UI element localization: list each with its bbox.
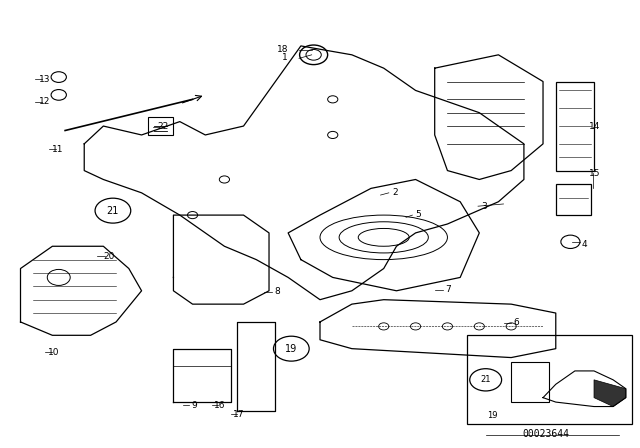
- Text: 10: 10: [48, 348, 60, 357]
- Text: 5: 5: [415, 210, 421, 219]
- Text: 22: 22: [157, 122, 169, 131]
- Text: 14: 14: [589, 122, 600, 131]
- Text: 6: 6: [513, 319, 519, 327]
- Text: 1: 1: [282, 53, 288, 62]
- Bar: [467, 335, 632, 424]
- Bar: [556, 82, 594, 171]
- Text: 11: 11: [52, 145, 64, 154]
- Text: 13: 13: [39, 75, 51, 84]
- Text: 21: 21: [107, 206, 119, 215]
- Text: 2: 2: [392, 188, 397, 197]
- Text: 3: 3: [481, 202, 487, 211]
- Text: 21: 21: [481, 375, 491, 384]
- Text: 15: 15: [589, 169, 600, 178]
- Text: 20: 20: [104, 252, 115, 261]
- Text: 19: 19: [285, 344, 298, 353]
- Text: 17: 17: [234, 409, 245, 418]
- Text: 9: 9: [191, 401, 197, 410]
- Text: 8: 8: [274, 287, 280, 296]
- Bar: [556, 184, 591, 215]
- Text: 4: 4: [582, 240, 588, 249]
- Text: 18: 18: [276, 44, 288, 53]
- Bar: [511, 362, 549, 402]
- Text: 12: 12: [39, 97, 51, 106]
- Polygon shape: [594, 380, 626, 406]
- Text: 19: 19: [487, 411, 497, 420]
- Bar: [148, 117, 173, 135]
- Text: 16: 16: [214, 401, 226, 410]
- Text: 00023644: 00023644: [523, 429, 570, 439]
- Text: 7: 7: [445, 285, 451, 294]
